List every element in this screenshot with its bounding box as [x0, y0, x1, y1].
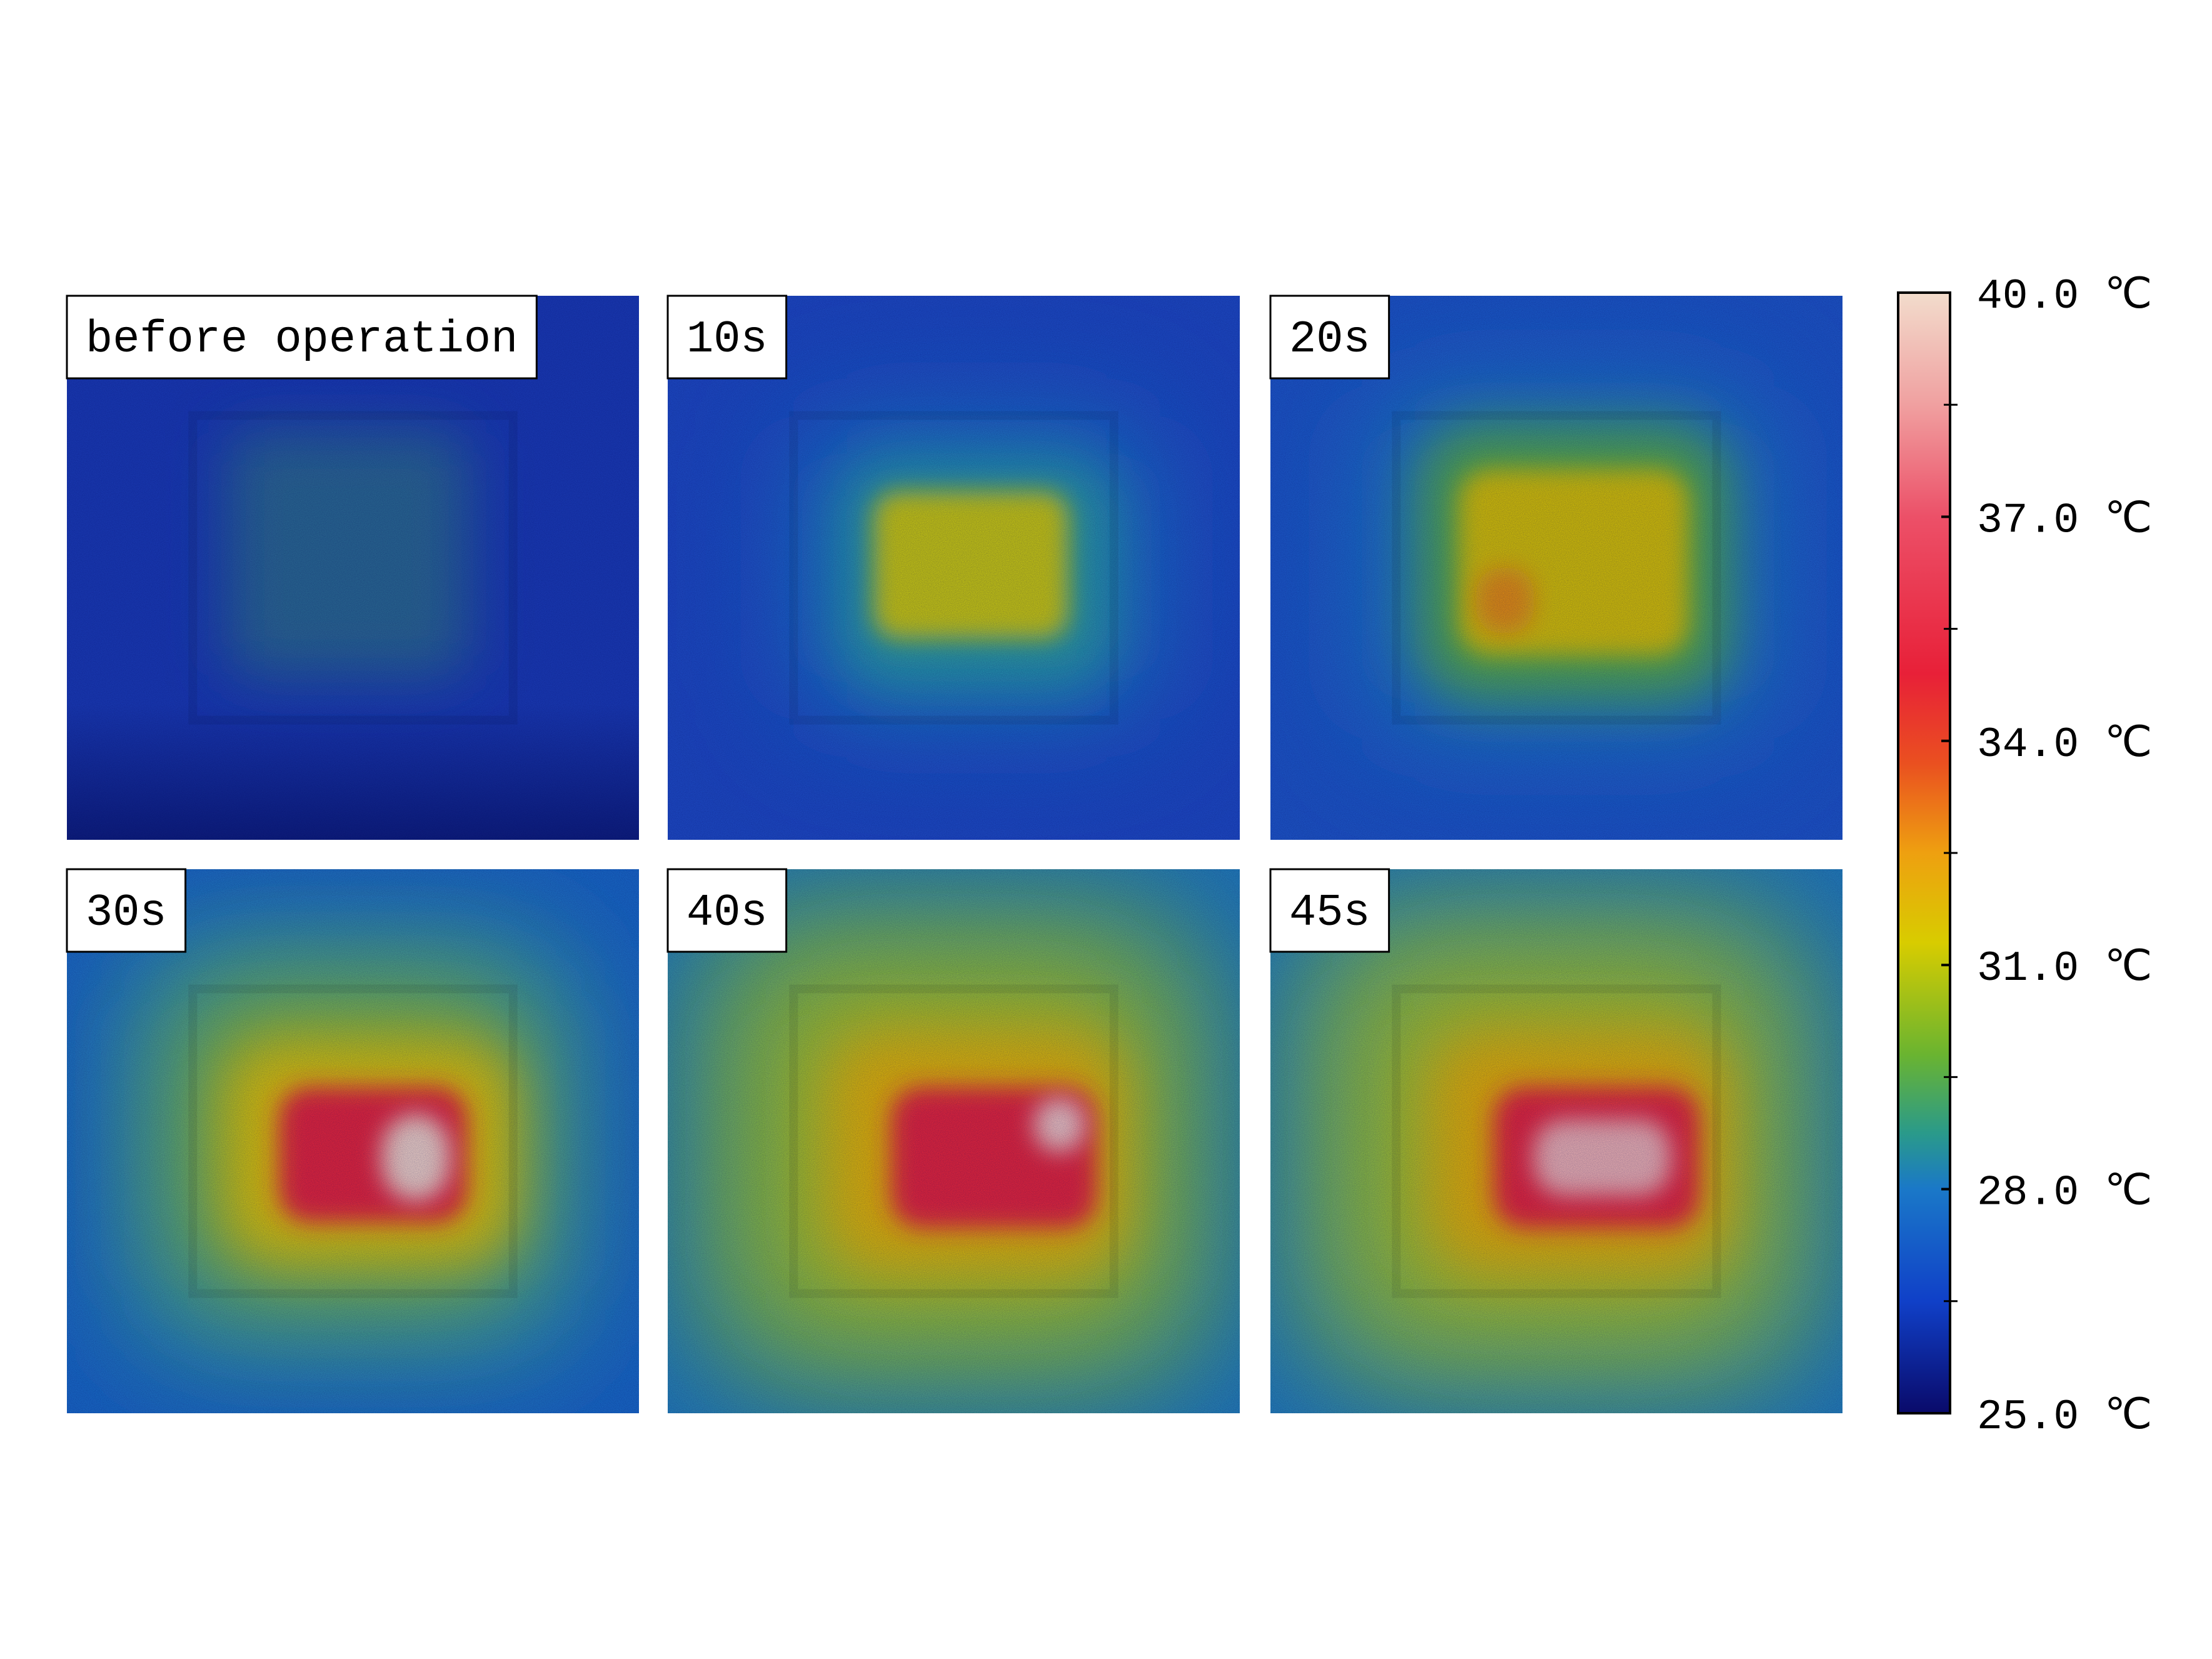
thermal-image	[1270, 296, 1842, 840]
thermal-image	[67, 296, 639, 840]
colorbar: 40.0 ℃ 37.0 ℃ 34.0 ℃ 31.0 ℃ 28.0 ℃ 25.0 ℃	[1897, 273, 2152, 1441]
panel-label: 10s	[666, 295, 788, 380]
panel-label: 30s	[66, 868, 187, 953]
panel-label: before operation	[66, 295, 538, 380]
colorbar-gradient	[1897, 291, 1951, 1414]
label-text: before operation	[86, 314, 518, 365]
panel-label: 20s	[1269, 295, 1390, 380]
tick-label: 25.0 ℃	[1977, 1393, 2152, 1441]
tick-label: 37.0 ℃	[1977, 497, 2152, 545]
tick-label: 34.0 ℃	[1977, 721, 2152, 769]
thermal-image	[1270, 869, 1842, 1413]
label-box	[66, 868, 187, 953]
label-box	[666, 295, 788, 380]
image-noise	[1270, 296, 1842, 840]
tick-label: 28.0 ℃	[1977, 1169, 2152, 1218]
tick-label: 40.0 ℃	[1977, 273, 2152, 321]
label-text: 10s	[686, 314, 768, 365]
thermal-image	[668, 296, 1240, 840]
image-noise	[67, 869, 639, 1413]
image-noise	[67, 296, 639, 840]
label-box	[1269, 295, 1390, 380]
label-text: 30s	[86, 887, 167, 939]
label-box	[66, 295, 538, 380]
thermal-panels	[67, 296, 1842, 1413]
panel-label: 45s	[1269, 868, 1390, 953]
label-text: 45s	[1289, 887, 1370, 939]
tick-label: 31.0 ℃	[1977, 945, 2152, 993]
label-box	[666, 868, 788, 953]
label-box	[1269, 868, 1390, 953]
image-noise	[1270, 869, 1842, 1413]
label-text: 40s	[686, 887, 768, 939]
label-text: 20s	[1289, 314, 1370, 365]
image-noise	[668, 296, 1240, 840]
thermal-image	[67, 869, 639, 1413]
image-noise	[668, 869, 1240, 1413]
panel-label: 40s	[666, 868, 788, 953]
thermal-image	[668, 869, 1240, 1413]
